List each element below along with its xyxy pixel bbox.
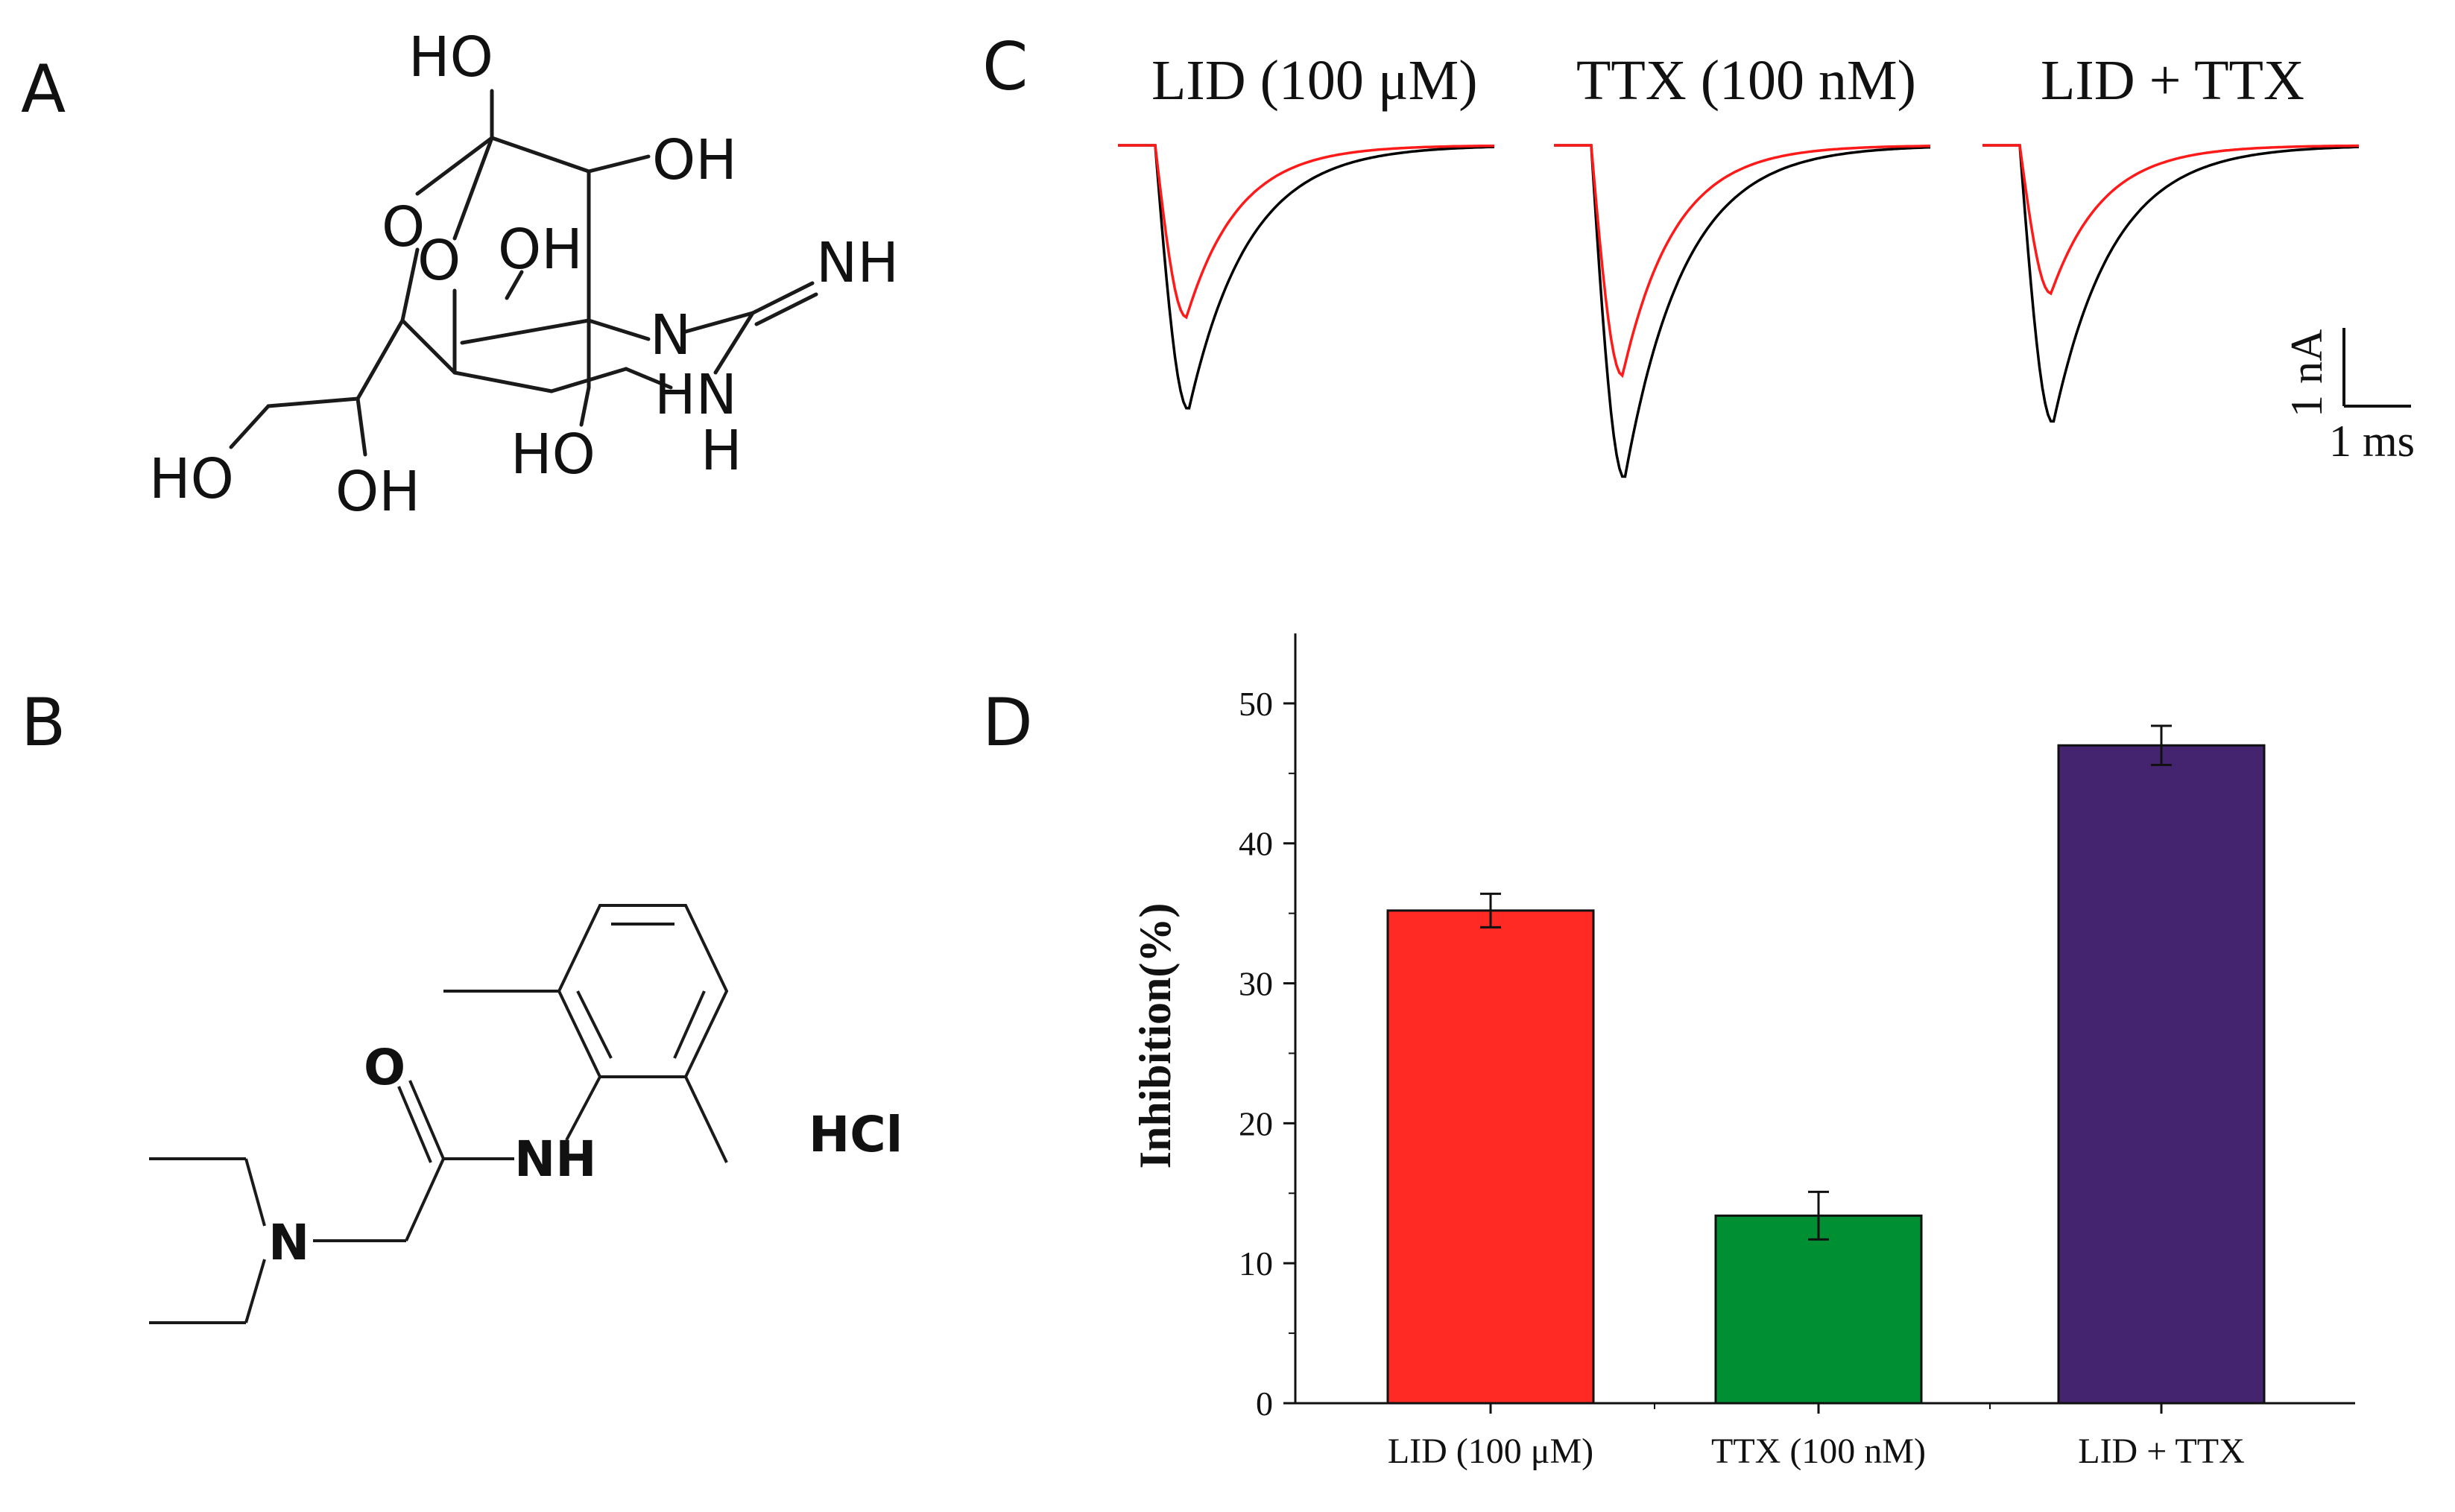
trace-title-combo: LID + TTX (2041, 49, 2304, 112)
label-o: O (364, 1039, 405, 1096)
label-n-ring: N (650, 303, 691, 367)
y-axis-label: Inhibition(%) (1131, 903, 1180, 1169)
error-bar-combo (2151, 724, 2172, 767)
y-tick-label: 50 (1239, 685, 1273, 723)
y-ticks: 0 10 20 30 40 50 (1239, 685, 1295, 1423)
label-ho-left: HO (149, 447, 234, 511)
label-hcl: HCl (809, 1106, 903, 1163)
panel-letter-c: C (982, 28, 1028, 105)
label-nh: NH (514, 1130, 596, 1188)
y-tick-label: 0 (1256, 1385, 1273, 1423)
y-tick-label: 30 (1239, 965, 1273, 1003)
structure-a-bonds (229, 89, 818, 457)
x-tick-label-combo: LID + TTX (2078, 1432, 2244, 1471)
error-bar-lid (1480, 892, 1501, 929)
trace-control-combo (1982, 144, 2360, 423)
trace-drug-ttx (1554, 144, 1931, 379)
traces-panel: LID (100 μM) TTX (100 nM) LID + TTX 1 nA… (1118, 49, 2415, 478)
label-oh-top-right: OH (652, 128, 737, 192)
scale-label-time: 1 ms (2329, 417, 2415, 466)
x-tick-label-lid: LID (100 μM) (1388, 1432, 1593, 1471)
label-nh-imine: NH (816, 231, 899, 295)
trace-control-ttx (1554, 144, 1931, 478)
structure-b: O NH N HCl (149, 904, 903, 1324)
bar-combo (2057, 744, 2266, 1405)
scale-label-current: 1 nA (2282, 329, 2331, 417)
panel-letter-d: D (982, 684, 1033, 761)
label-h-ring: H (701, 419, 742, 483)
y-tick-label: 20 (1239, 1104, 1273, 1142)
trace-control-lid (1118, 144, 1495, 410)
label-n: N (268, 1214, 309, 1271)
trace-title-lid: LID (100 μM) (1151, 49, 1478, 112)
bar-ttx (1714, 1214, 1923, 1405)
label-oh-mid: OH (498, 218, 583, 282)
bar-lid (1386, 909, 1595, 1405)
label-hn-ring: HN (654, 363, 737, 427)
y-tick-label: 40 (1239, 825, 1273, 863)
y-tick-label: 10 (1239, 1244, 1273, 1282)
trace-drug-combo (1982, 144, 2360, 296)
label-oh-bottom: OH (335, 460, 420, 524)
trace-title-ttx: TTX (100 nM) (1576, 49, 1916, 112)
panel-letter-a: A (21, 51, 66, 127)
label-o-ring-2: O (417, 229, 461, 293)
bars (1386, 724, 2266, 1405)
label-o-ring: O (382, 195, 425, 259)
label-ho-bottom: HO (511, 423, 595, 487)
structure-a: HO OH O O OH NH N HN H HO OH HO (149, 25, 899, 524)
label-ho-top: HO (408, 25, 493, 89)
x-ticks: LID (100 μM) TTX (100 nM) LID + TTX (1388, 1403, 2245, 1471)
error-bar-ttx (1808, 1190, 1829, 1241)
structure-b-bonds (149, 904, 729, 1324)
x-tick-label-ttx: TTX (100 nM) (1711, 1432, 1926, 1471)
panel-letter-b: B (21, 684, 66, 761)
trace-drug-lid (1118, 144, 1495, 320)
